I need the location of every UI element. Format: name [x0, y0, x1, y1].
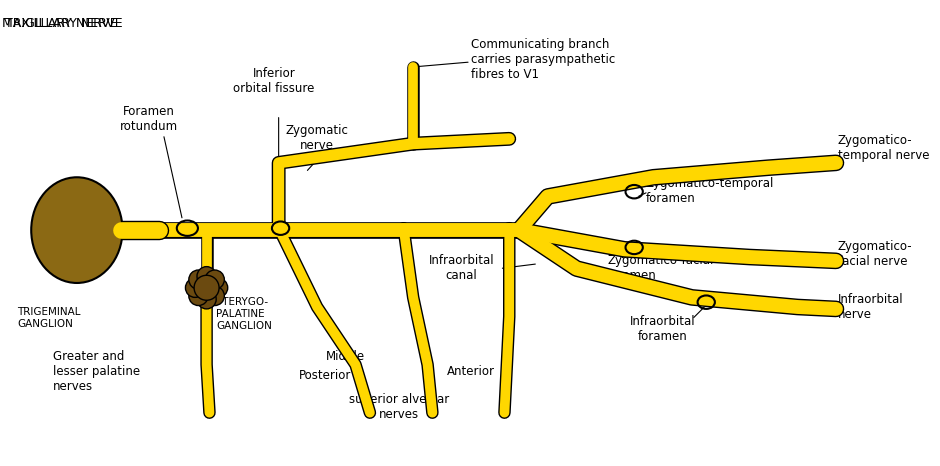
Text: Anterior: Anterior [446, 364, 494, 377]
Circle shape [185, 278, 205, 297]
Circle shape [205, 286, 225, 306]
Text: Middle: Middle [326, 350, 366, 363]
Text: PTERYGO-
PALATINE
GANGLION: PTERYGO- PALATINE GANGLION [216, 297, 272, 330]
Circle shape [194, 275, 219, 300]
Text: Inferior
orbital fissure: Inferior orbital fissure [233, 67, 315, 95]
Text: Zygomatico-temporal
foramen: Zygomatico-temporal foramen [646, 177, 774, 205]
Circle shape [189, 270, 208, 289]
Text: Infraorbital
foramen: Infraorbital foramen [630, 315, 696, 343]
Text: Communicating branch
carries parasympathetic
fibres to V1: Communicating branch carries parasympath… [471, 38, 615, 81]
Text: Zygomatico-
temporal nerve: Zygomatico- temporal nerve [838, 135, 930, 163]
Text: MAXILLARY NERVE: MAXILLARY NERVE [2, 17, 118, 30]
Text: Infraorbital
canal: Infraorbital canal [429, 254, 494, 282]
Text: TRIGILLARY NERVE: TRIGILLARY NERVE [5, 17, 122, 30]
Text: Zygomatico-
facial nerve: Zygomatico- facial nerve [838, 240, 913, 268]
Text: superior alveolar
nerves: superior alveolar nerves [349, 393, 449, 421]
Text: Posterior: Posterior [299, 370, 351, 383]
Text: Zygomatic
nerve: Zygomatic nerve [286, 124, 349, 152]
Circle shape [189, 286, 208, 306]
Text: Foramen
rotundum: Foramen rotundum [120, 105, 178, 133]
Text: Greater and
lesser palatine
nerves: Greater and lesser palatine nerves [53, 350, 140, 393]
Text: Zygomatico-facial
foramen: Zygomatico-facial foramen [607, 254, 713, 282]
Circle shape [197, 267, 216, 286]
Circle shape [209, 278, 227, 297]
Ellipse shape [31, 177, 122, 283]
Circle shape [205, 270, 225, 289]
Text: Infraorbital
nerve: Infraorbital nerve [838, 293, 903, 321]
Circle shape [197, 290, 216, 309]
Text: TRIGEMINAL
GANGLION: TRIGEMINAL GANGLION [17, 307, 81, 329]
